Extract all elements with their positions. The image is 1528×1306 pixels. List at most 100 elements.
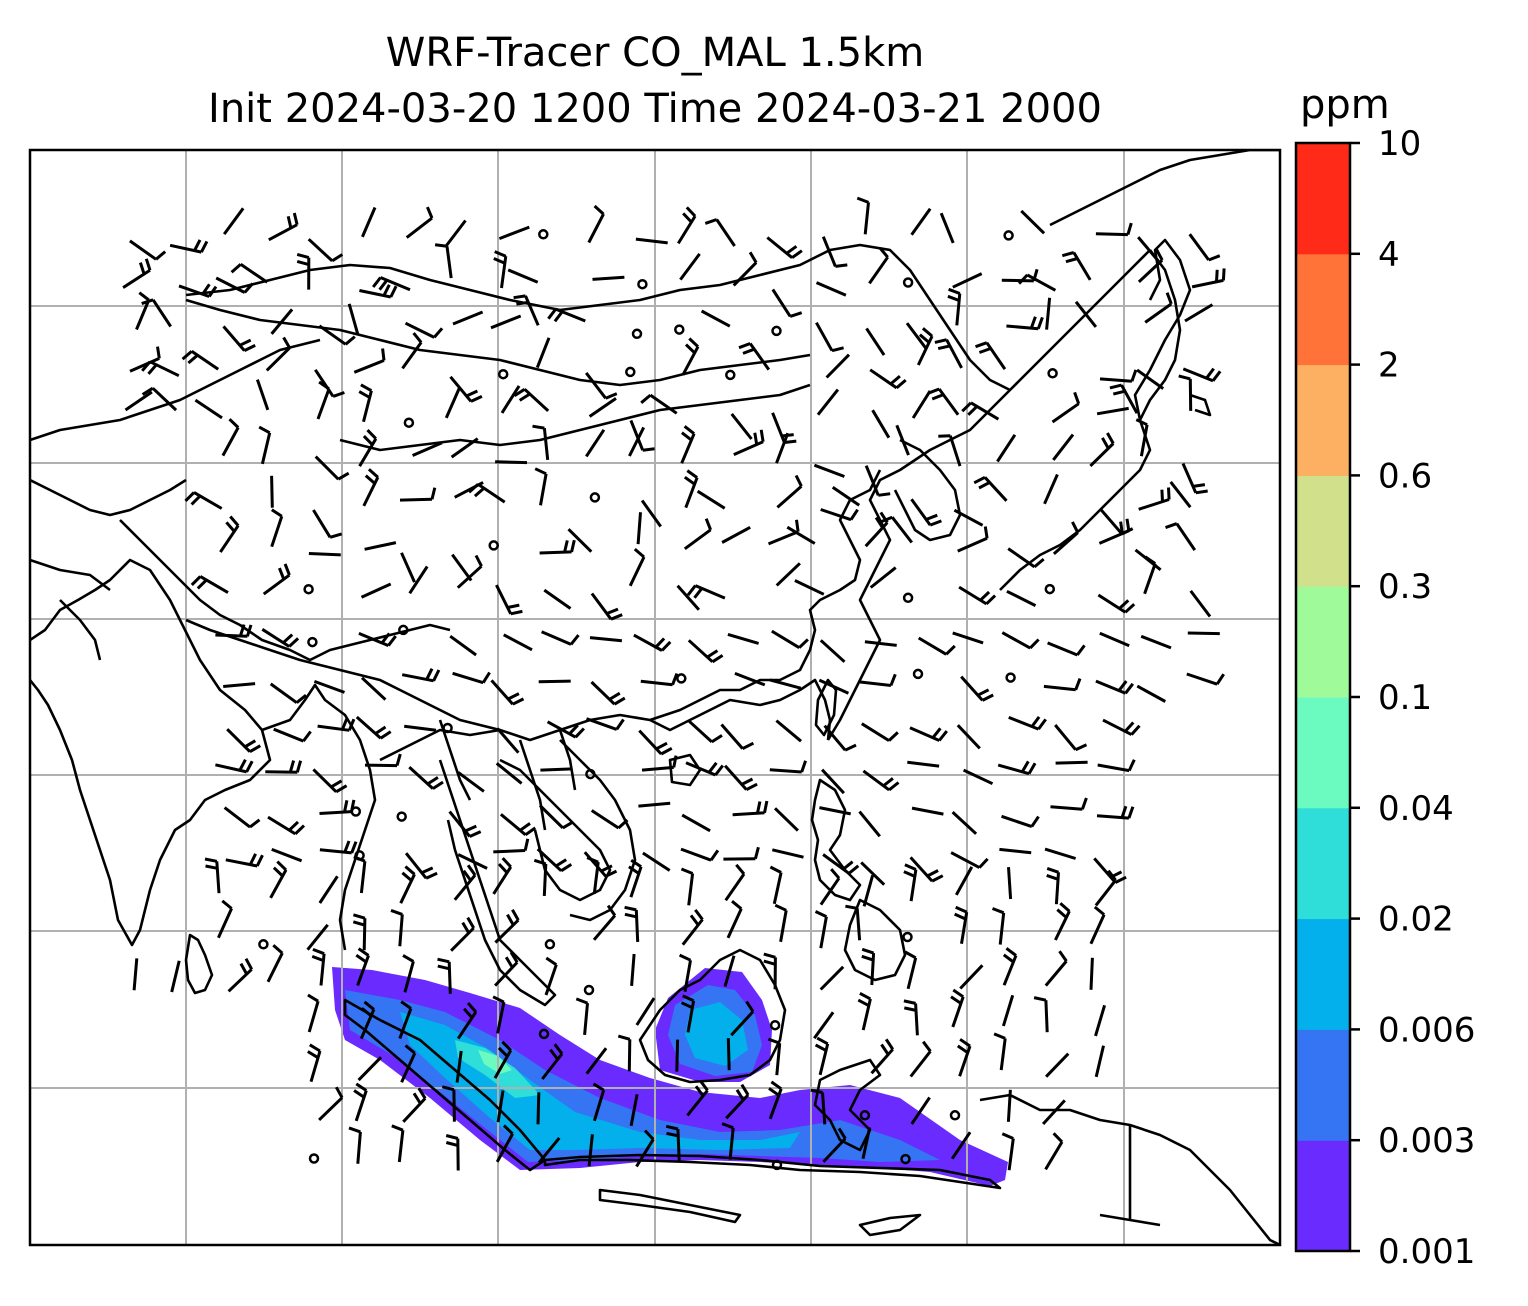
wind-barb-staff xyxy=(449,634,477,657)
wind-barb-staff xyxy=(492,866,513,895)
wind-barb-staff xyxy=(694,584,726,600)
wind-barb-staff xyxy=(627,1039,632,1072)
colorbar-tick-label: 0.3 xyxy=(1378,567,1432,607)
calm-wind-marker xyxy=(1044,583,1056,595)
wind-barb-flag xyxy=(307,993,319,1003)
wind-barb-flag xyxy=(374,725,387,735)
wind-barb-flag xyxy=(445,1141,459,1147)
wind-barb-flag xyxy=(141,298,154,306)
wind-barb-staff xyxy=(1020,209,1046,235)
wind-barb-flag xyxy=(740,1083,750,1096)
calm-wind-marker xyxy=(771,1159,783,1171)
wind-barb-flag xyxy=(615,718,625,731)
colorbar-label: ppm xyxy=(1300,82,1390,128)
wind-barb-staff xyxy=(500,385,521,414)
wind-barb-staff xyxy=(687,719,713,744)
wind-barb-flag xyxy=(931,874,944,883)
wind-barb-staff xyxy=(635,237,668,245)
wind-barb-flag xyxy=(931,393,944,401)
wind-barb-staff xyxy=(226,728,251,753)
border-russia-mongolia xyxy=(185,243,1011,392)
wind-barb-staff xyxy=(456,1011,478,1040)
wind-barb-flag xyxy=(1052,1132,1064,1143)
wind-barb-staff xyxy=(864,640,897,647)
calm-wind-marker xyxy=(538,229,549,240)
wind-barb-flag xyxy=(731,900,743,910)
wind-barb-flag xyxy=(938,434,951,438)
wind-barb-staff xyxy=(227,968,253,993)
wind-barb-staff xyxy=(590,809,620,830)
wind-barb-staff xyxy=(914,1003,919,1036)
wind-barb-flag xyxy=(1117,680,1128,692)
wind-barb-staff xyxy=(587,213,605,244)
wind-barb-flag xyxy=(767,1037,781,1045)
colorbar-tick-label: 0.006 xyxy=(1378,1010,1475,1050)
wind-barb-staff xyxy=(1136,368,1165,390)
wind-barb-staff xyxy=(448,810,471,838)
wind-barb-flag xyxy=(945,644,956,656)
wind-barb-flag xyxy=(344,335,356,346)
wind-barb-flag xyxy=(1144,555,1157,565)
wind-barb-flag xyxy=(947,294,960,302)
wind-barb-flag xyxy=(238,624,246,637)
wind-barb-flag xyxy=(355,953,367,964)
wind-barb-staff xyxy=(862,769,890,792)
wind-barb-staff xyxy=(400,552,416,583)
wind-barb-flag xyxy=(1061,251,1075,258)
wind-barb-flag xyxy=(610,613,623,621)
wind-barb-staff xyxy=(732,261,758,287)
wind-barb-flag xyxy=(334,1086,344,1099)
wind-barb-staff xyxy=(680,847,712,862)
wind-barb-staff xyxy=(768,1088,783,1120)
wind-barb-staff xyxy=(910,207,932,236)
wind-barb-staff xyxy=(306,923,329,951)
coastline-south-china xyxy=(649,678,832,741)
wind-barb-staff xyxy=(360,676,387,701)
wind-barb-staff xyxy=(1001,278,1034,283)
wind-barb-staff xyxy=(400,1052,417,1083)
wind-barb-staff xyxy=(588,397,617,418)
wind-barb-flag xyxy=(553,1043,564,1055)
wind-barb-flag xyxy=(985,594,997,605)
wind-barb-flag xyxy=(1029,638,1040,650)
wind-barb-flag xyxy=(228,418,240,429)
map-frame xyxy=(28,148,1282,1247)
wind-barb-flag xyxy=(922,1040,932,1053)
wind-barb-flag xyxy=(283,563,291,576)
wind-barb-staff xyxy=(1137,236,1160,263)
wind-barb-staff xyxy=(822,1137,847,1163)
wind-barb-flag xyxy=(1178,374,1191,381)
wind-barb-flag xyxy=(350,841,358,854)
wind-barb-staff xyxy=(635,1138,655,1168)
wind-barb-staff xyxy=(1175,522,1197,551)
wind-barb-staff xyxy=(819,639,846,663)
wind-barb-flag xyxy=(643,1129,655,1141)
wind-barb-staff xyxy=(217,907,233,939)
wind-barb-flag xyxy=(412,332,423,344)
wind-barb-staff xyxy=(455,1050,463,1083)
wind-barb-flag xyxy=(282,633,294,644)
wind-barb-flag xyxy=(512,697,525,706)
wind-barb-flag xyxy=(845,904,858,910)
wind-barb-staff xyxy=(493,849,526,854)
wind-barb-staff xyxy=(494,919,520,944)
wind-barb-staff xyxy=(700,309,731,328)
wind-barb-flag xyxy=(563,540,569,553)
border-indochina-internal xyxy=(438,719,577,831)
wind-barb-flag xyxy=(249,744,262,753)
wind-barb-staff xyxy=(541,630,572,646)
wind-barb-flag xyxy=(1109,383,1122,390)
wind-barb-staff xyxy=(999,1038,1007,1071)
wind-barb-flag xyxy=(1125,518,1131,531)
wind-barb-flag xyxy=(904,950,917,960)
calm-wind-marker xyxy=(583,984,595,996)
wind-barb-staff xyxy=(178,284,210,298)
wind-barb-flag xyxy=(745,1000,755,1013)
wind-barb-staff xyxy=(312,509,332,539)
wind-barb-flag xyxy=(1101,437,1110,450)
wind-barb-staff xyxy=(633,633,663,652)
wind-barb-flag xyxy=(742,347,755,355)
wind-barb-staff xyxy=(687,639,714,663)
calm-wind-marker xyxy=(771,325,782,337)
colorbar-segment xyxy=(1296,253,1350,366)
